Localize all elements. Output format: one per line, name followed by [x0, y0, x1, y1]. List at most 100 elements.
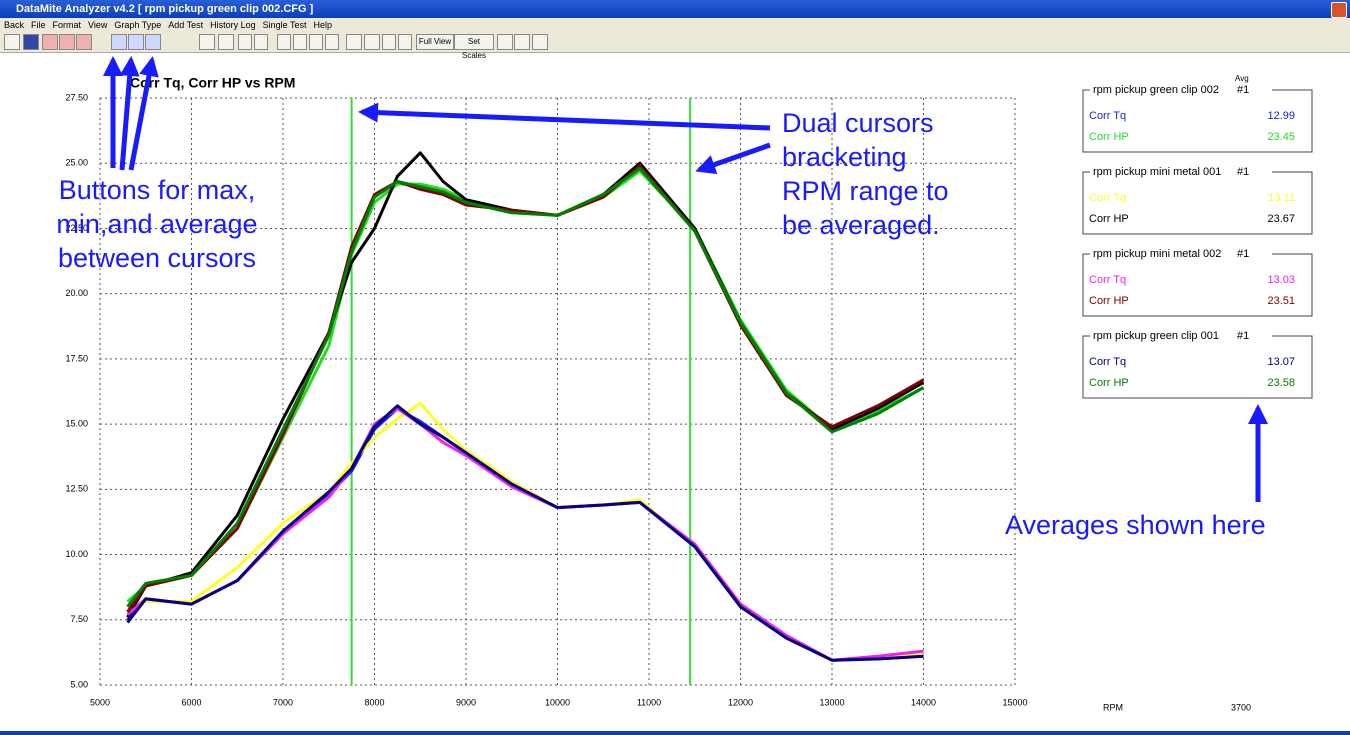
min-button[interactable]: [128, 34, 144, 50]
tool-button[interactable]: [346, 34, 362, 50]
chart-title: Corr Tq, Corr HP vs RPM: [130, 75, 295, 91]
average-button[interactable]: [145, 34, 161, 50]
tool-button[interactable]: [293, 34, 307, 50]
legend-box: [1082, 171, 1313, 235]
window-title: DataMite Analyzer v4.2 [ rpm pickup gree…: [16, 3, 314, 15]
tool-button[interactable]: [23, 34, 39, 50]
legend-entry: Corr HP: [1089, 213, 1129, 225]
legend-entry: Corr Tq: [1089, 356, 1126, 368]
arrow: [358, 102, 771, 131]
tool-button[interactable]: [254, 34, 268, 50]
max-button[interactable]: [111, 34, 127, 50]
set-scales-button[interactable]: Set Scales: [454, 34, 494, 60]
annotation: between cursors: [58, 243, 256, 273]
arrow: [128, 56, 159, 171]
legend-average: 13.11: [1268, 192, 1295, 204]
series-line: [126, 407, 924, 662]
legend-entry: Corr Tq: [1089, 274, 1126, 286]
x-tick-label: 12000: [728, 697, 753, 707]
tool-button[interactable]: [382, 34, 396, 50]
close-button[interactable]: [1331, 2, 1347, 18]
tool-button[interactable]: [238, 34, 252, 50]
tool-button[interactable]: [309, 34, 323, 50]
y-tick-label: 20.00: [65, 288, 88, 298]
legend-average: 23.51: [1267, 295, 1295, 307]
readout-value: 3700: [1231, 702, 1251, 712]
y-tick-label: 25.00: [65, 158, 88, 168]
legend-run: #1: [1237, 166, 1249, 178]
arrow: [695, 142, 771, 175]
menu-item[interactable]: Help: [313, 20, 333, 30]
y-tick-label: 22.50: [65, 223, 88, 233]
x-tick-label: 11000: [637, 697, 661, 707]
avg-label: Avg: [1235, 74, 1249, 83]
tool-button[interactable]: [398, 34, 412, 50]
x-tick-label: 13000: [819, 697, 844, 707]
legend-run: #1: [1237, 248, 1249, 260]
menu-bar: Back File Format View Graph Type Add Test Hist…: [0, 18, 1350, 32]
annotation: be averaged.: [782, 210, 940, 240]
toolbar: Full View Set Scales: [0, 32, 1350, 60]
annotation: bracketing: [782, 142, 907, 172]
tool-button[interactable]: [325, 34, 339, 50]
window-border: [0, 731, 1350, 735]
x-tick-label: 15000: [1002, 697, 1027, 707]
legend-group-title: rpm pickup green clip 001: [1093, 330, 1219, 342]
legend-group-title: rpm pickup mini metal 002: [1093, 248, 1221, 260]
title-bar: DataMite Analyzer v4.2 [ rpm pickup gree…: [0, 0, 1350, 18]
x-tick-label: 9000: [456, 697, 476, 707]
y-tick-label: 12.50: [65, 484, 88, 494]
x-tick-label: 14000: [911, 697, 936, 707]
menu-item[interactable]: History Log: [210, 20, 256, 30]
tool-button[interactable]: [218, 34, 234, 50]
legend-title-bg: [1090, 84, 1272, 96]
arrow: [119, 56, 140, 171]
legend-title-bg: [1090, 330, 1272, 342]
menu-item[interactable]: Graph Type: [114, 20, 162, 30]
tool-button[interactable]: [42, 34, 58, 50]
menu-item[interactable]: Single Test: [262, 20, 307, 30]
legend-average: 23.58: [1267, 377, 1295, 389]
menu-item[interactable]: Format: [52, 20, 82, 30]
legend-group-title: rpm pickup green clip 002: [1093, 84, 1219, 96]
x-tick-label: 6000: [181, 697, 201, 707]
legend-title-bg: [1090, 248, 1272, 260]
annotation: RPM range to: [782, 176, 949, 206]
annotation: Averages shown here: [1005, 510, 1266, 540]
tool-button[interactable]: [277, 34, 291, 50]
x-tick-label: 10000: [545, 697, 570, 707]
menu-item[interactable]: View: [88, 20, 108, 30]
legend-title-bg: [1090, 166, 1272, 178]
annotation: min,and average: [56, 209, 257, 239]
tool-button[interactable]: [76, 34, 92, 50]
tool-button[interactable]: [364, 34, 380, 50]
readout-label: RPM: [1103, 702, 1123, 712]
annotation-arrows: [103, 56, 1268, 502]
tool-button[interactable]: [497, 34, 513, 50]
legend-box: [1082, 335, 1313, 399]
legend-box: [1082, 89, 1313, 153]
series-line: [126, 404, 924, 662]
legend-entry: Corr HP: [1089, 131, 1129, 143]
legend-average: 13.07: [1267, 356, 1295, 368]
legend-average: 12.99: [1267, 110, 1295, 122]
tool-button[interactable]: [59, 34, 75, 50]
tool-button[interactable]: [199, 34, 215, 50]
legend-average: 23.67: [1267, 213, 1295, 225]
menu-item[interactable]: Back: [4, 20, 25, 30]
tool-button[interactable]: [4, 34, 20, 50]
legend-entry: Corr Tq: [1089, 110, 1126, 122]
legend-run: #1: [1237, 84, 1249, 96]
legend-entry: Corr HP: [1089, 377, 1129, 389]
tool-button[interactable]: [514, 34, 530, 50]
menu-item[interactable]: File: [31, 20, 46, 30]
menu-item[interactable]: Add Test: [168, 20, 204, 30]
tool-button[interactable]: [532, 34, 548, 50]
series-line: [126, 166, 925, 608]
x-tick-label: 5000: [90, 697, 110, 707]
full-view-button[interactable]: Full View: [416, 34, 454, 50]
y-tick-label: 7.50: [70, 614, 88, 624]
series-line: [126, 407, 924, 662]
